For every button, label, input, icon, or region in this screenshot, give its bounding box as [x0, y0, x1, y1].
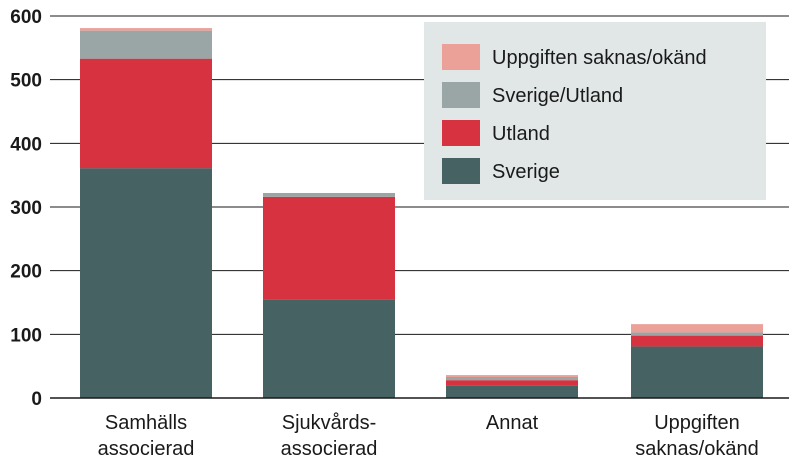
- category-label: Samhälls: [105, 412, 187, 434]
- bar-segment-sverige: [80, 168, 212, 398]
- y-tick-label: 500: [10, 71, 42, 92]
- legend-swatch-sverige: [442, 158, 480, 184]
- y-tick-label: 200: [10, 262, 42, 283]
- x-axis-labels: Samhälls associerad Sjukvårds-associerad An…: [98, 412, 759, 460]
- y-axis-ticks: 0 100 200 300 400 500 600: [10, 7, 42, 410]
- bar-segment-sverige: [631, 346, 763, 398]
- legend-swatch-utland: [442, 120, 480, 146]
- bar-segment-utland: [263, 196, 395, 300]
- bar-segment-utland: [446, 380, 578, 386]
- bars: [80, 28, 763, 398]
- bar-segment-sverige: [263, 299, 395, 398]
- bar-segment-utland: [80, 58, 212, 169]
- category-label: Uppgiften: [654, 412, 740, 434]
- bar-segment-utland: [631, 335, 763, 347]
- bar-segment-sverige: [446, 385, 578, 398]
- bar-segment-sverige-utland: [446, 376, 578, 381]
- bar-segment-sverige-utland: [80, 30, 212, 59]
- y-tick-label: 600: [10, 7, 42, 28]
- y-tick-label: 400: [10, 134, 42, 155]
- category-label: Annat: [486, 412, 539, 434]
- legend-label-sverige: Sverige: [492, 161, 560, 183]
- bar-segment-uppgiften-saknas-okänd: [631, 324, 763, 333]
- y-tick-label: 300: [10, 198, 42, 219]
- bar-segment-sverige-utland: [631, 332, 763, 336]
- legend: Uppgiften saknas/okänd Sverige/Utland Utla…: [424, 22, 766, 200]
- y-tick-label: 100: [10, 325, 42, 346]
- legend-box: [424, 22, 766, 200]
- legend-swatch-sverige-utland: [442, 82, 480, 108]
- category-label: Sjukvårds-: [282, 412, 376, 434]
- y-tick-label: 0: [31, 389, 42, 410]
- legend-label-uppgiften-saknas-okänd: Uppgiften saknas/okänd: [492, 47, 707, 69]
- category-label: associerad: [98, 438, 195, 460]
- legend-label-sverige-utland: Sverige/Utland: [492, 85, 623, 107]
- legend-swatch-uppgiften-saknas-okänd: [442, 44, 480, 70]
- bar-segment-uppgiften-saknas-okänd: [80, 28, 212, 31]
- category-label: saknas/okänd: [635, 438, 758, 460]
- category-label: associerad: [281, 438, 378, 460]
- legend-label-utland: Utland: [492, 123, 550, 145]
- bar-segment-uppgiften-saknas-okänd: [446, 375, 578, 377]
- bar-segment-sverige-utland: [263, 192, 395, 197]
